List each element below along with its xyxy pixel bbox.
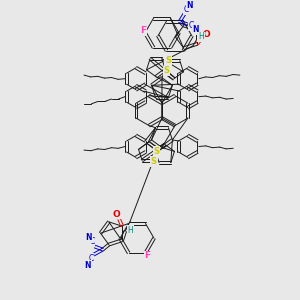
Text: S: S	[154, 147, 160, 156]
Text: C: C	[184, 5, 189, 14]
Text: N: N	[186, 1, 193, 10]
Text: H: H	[127, 226, 133, 235]
Text: O: O	[112, 210, 120, 219]
Text: C: C	[89, 237, 94, 246]
Text: N: N	[85, 261, 91, 270]
Text: O: O	[202, 30, 210, 39]
Text: C: C	[189, 21, 194, 30]
Text: S: S	[164, 66, 169, 75]
Text: F: F	[144, 251, 151, 260]
Text: F: F	[140, 26, 146, 35]
Text: S: S	[165, 56, 171, 65]
Text: N: N	[192, 25, 199, 34]
Text: H: H	[198, 32, 204, 41]
Text: N: N	[85, 233, 92, 242]
Text: C: C	[88, 254, 94, 263]
Text: S: S	[151, 157, 157, 166]
